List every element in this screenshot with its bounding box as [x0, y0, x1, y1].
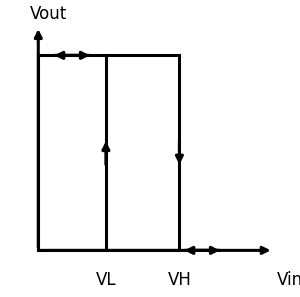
Text: VL: VL [96, 271, 116, 289]
Text: Vout: Vout [29, 5, 67, 23]
Text: Vin: Vin [276, 271, 300, 289]
Text: VH: VH [167, 271, 191, 289]
